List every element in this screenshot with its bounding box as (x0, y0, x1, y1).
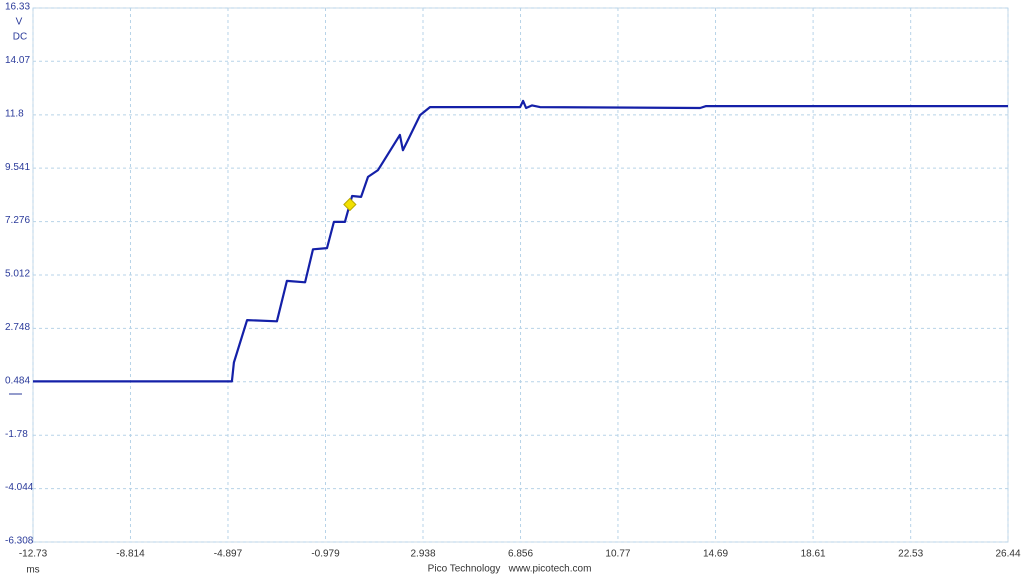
y-tick-label: 14.07 (5, 55, 30, 66)
y-tick-label: -4.044 (5, 482, 34, 493)
footer-url: www.picotech.com (508, 564, 592, 575)
y-tick-label: 9.541 (5, 162, 30, 173)
y-tick-label: -6.308 (5, 536, 34, 547)
x-tick-label: -4.897 (214, 549, 243, 560)
x-unit: ms (26, 565, 39, 576)
trace (33, 99, 1008, 383)
x-tick-label: 26.44 (995, 549, 1020, 560)
footer-brand: Pico Technology (428, 564, 501, 575)
coupling: DC (13, 32, 27, 43)
x-tick-label: 14.69 (703, 549, 728, 560)
x-tick-label: -12.73 (19, 549, 48, 560)
y-tick-label: 11.8 (5, 108, 24, 119)
x-tick-label: 22.53 (898, 549, 923, 560)
y-tick-label: -1.78 (5, 429, 28, 440)
x-tick-label: 2.938 (410, 549, 435, 560)
y-tick-label: 5.012 (5, 269, 30, 280)
trigger-marker (343, 197, 357, 212)
x-tick-label: 10.77 (605, 549, 630, 560)
y-tick-label: 0.484 (5, 375, 30, 386)
y-tick-label: 2.748 (5, 322, 30, 333)
x-tick-label: -0.979 (311, 549, 340, 560)
y-tick-label: 7.276 (5, 215, 30, 226)
x-tick-label: 18.61 (801, 549, 826, 560)
x-tick-label: 6.856 (508, 549, 533, 560)
y-tick-label: 16.33 (5, 2, 30, 13)
x-tick-label: -8.814 (116, 549, 145, 560)
y-unit: V (16, 17, 23, 28)
